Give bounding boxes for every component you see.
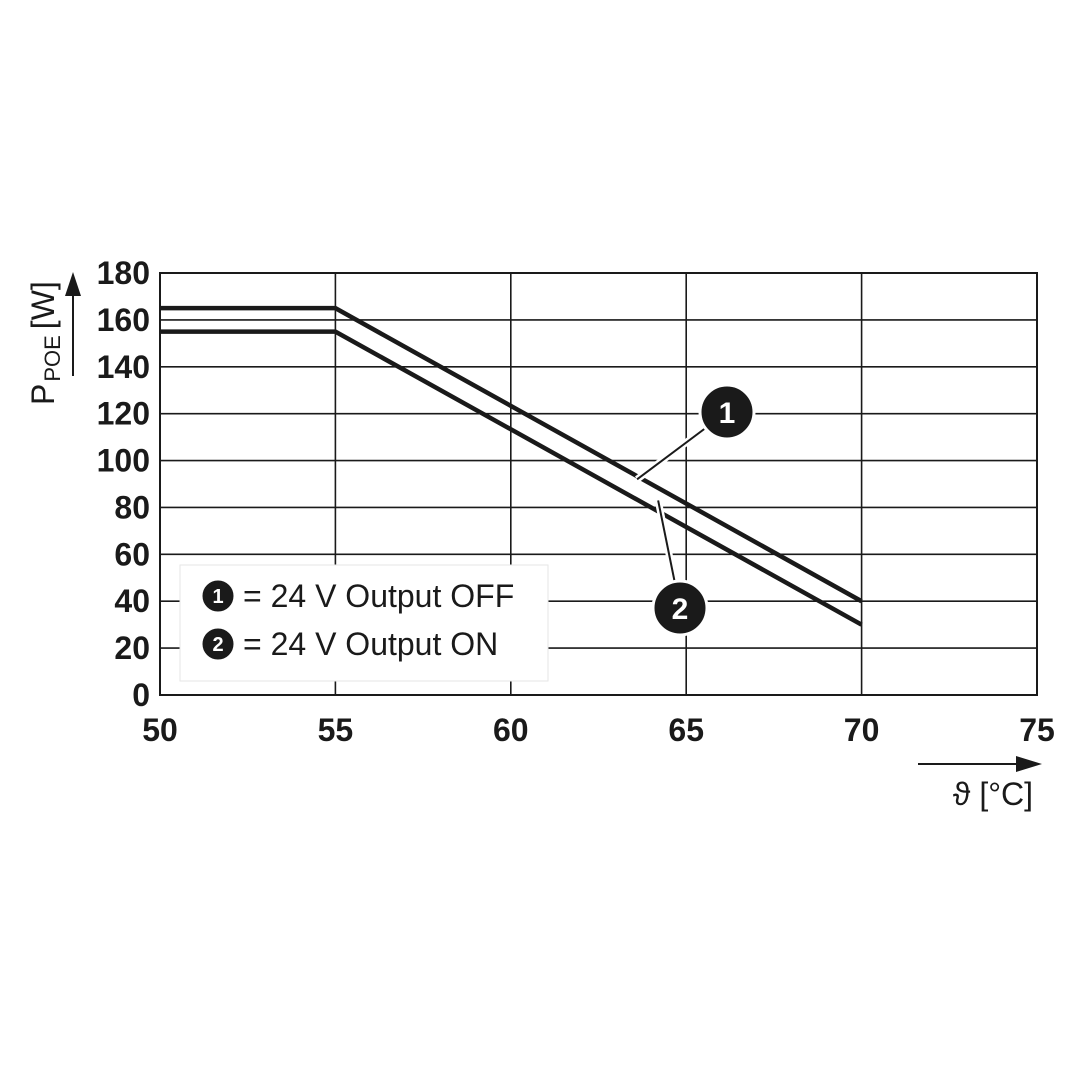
x-tick-label-65: 65 [668,712,704,748]
callout-badge-2: 2 [651,579,709,637]
y-tick-label-0: 0 [132,677,150,713]
y-axis-label: P POE [W] [25,272,81,405]
x-tick-label-50: 50 [142,712,178,748]
callout-badge-1-label: 1 [719,397,736,430]
x-tick-labels: 50 55 60 65 70 75 [142,712,1055,748]
y-axis-label-main: P [25,384,61,405]
x-tick-label-55: 55 [318,712,354,748]
x-axis-arrow-head [1016,756,1042,772]
y-axis-label-subscript: POE [40,335,65,381]
y-tick-labels: 0 20 40 60 80 100 120 140 160 180 [97,255,150,713]
callout-badge-2-label: 2 [672,593,689,626]
series-lines [160,305,863,627]
svg-text:PPOE[W]: P POE [W] [25,281,65,405]
x-tick-label-60: 60 [493,712,529,748]
x-tick-label-70: 70 [844,712,880,748]
y-tick-label-80: 80 [114,489,150,525]
y-tick-label-40: 40 [114,583,150,619]
y-axis-label-unit: [W] [25,281,61,329]
legend-badge-2-label: 2 [212,634,223,656]
x-tick-label-75: 75 [1019,712,1055,748]
legend-box [179,564,549,682]
y-tick-label-120: 120 [97,396,150,432]
legend-label-2: = 24 V Output ON [243,626,498,662]
legend: 1 = 24 V Output OFF 2 = 24 V Output ON [179,564,549,682]
y-tick-label-140: 140 [97,349,150,385]
series-line-2 [160,329,863,627]
x-axis-label: ϑ [°C] [953,776,1033,812]
y-axis-arrow-head [65,272,81,296]
legend-badge-1: 1 [199,577,237,615]
callout-badge-2-circle [651,579,709,637]
legend-badge-1-circle [199,577,237,615]
series-line-1 [160,305,863,604]
y-tick-label-20: 20 [114,630,150,666]
legend-badge-2-circle [199,625,237,663]
y-tick-label-180: 180 [97,255,150,291]
chart-grid [159,272,1038,696]
callout-badge-1: 1 [698,383,756,441]
legend-label-1: = 24 V Output OFF [243,578,514,614]
y-tick-label-160: 160 [97,302,150,338]
callout-badge-1-circle [698,383,756,441]
plot-frame [159,272,1038,696]
legend-badge-1-label: 1 [212,586,223,608]
x-axis-label-group: ϑ [°C] [918,756,1042,812]
legend-badge-2: 2 [199,625,237,663]
y-tick-label-60: 60 [114,536,150,572]
y-tick-label-100: 100 [97,443,150,479]
series-callouts: 12 [634,383,756,637]
